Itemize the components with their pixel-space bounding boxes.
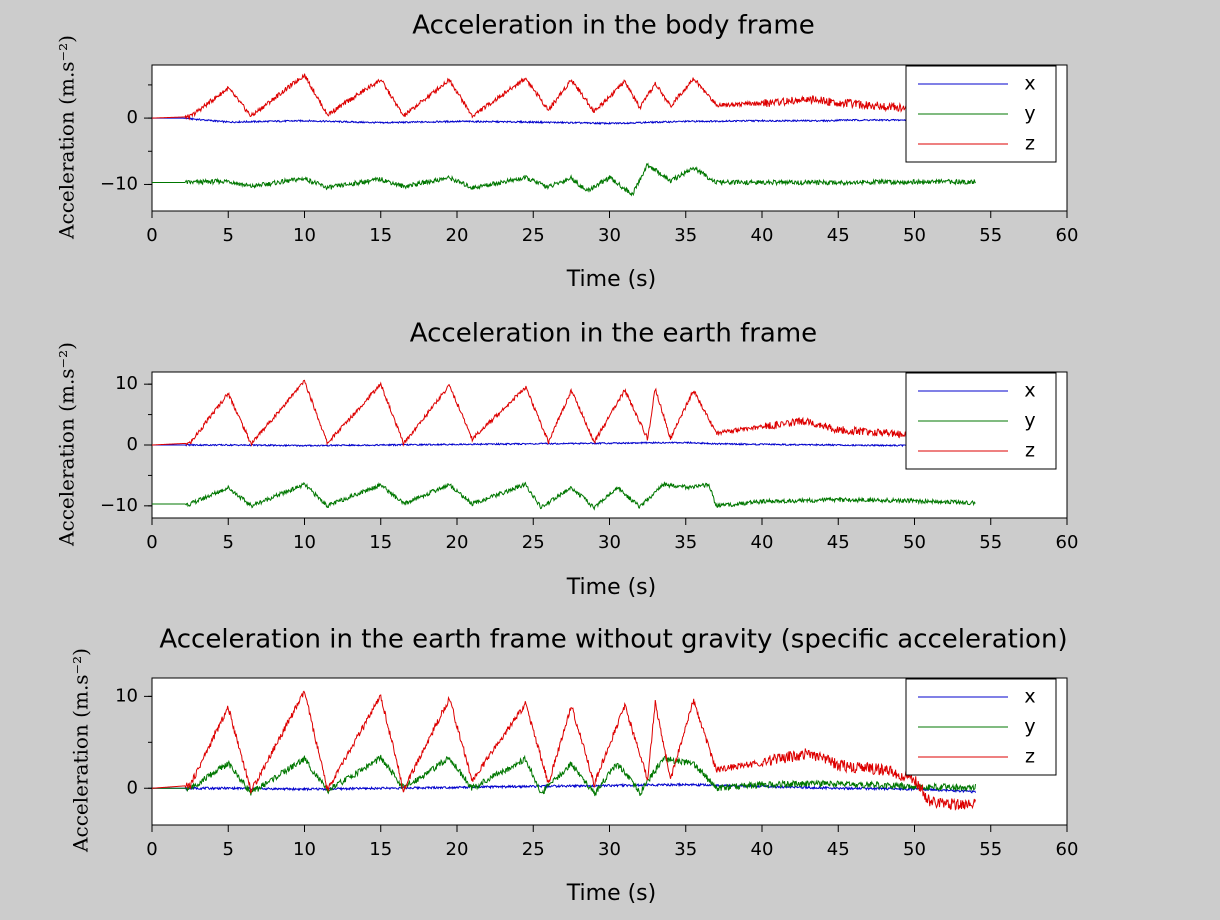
series-line-x [152, 116, 976, 126]
x-tick-label: 15 [369, 839, 392, 860]
x-tick-label: 45 [827, 839, 850, 860]
y-axis-label: Acceleration (m.s⁻²) [55, 342, 79, 547]
x-tick-label: 60 [1056, 532, 1079, 553]
legend-label-y: y [1024, 103, 1035, 125]
x-tick-label: 45 [827, 225, 850, 246]
y-tick-label: 0 [127, 777, 138, 798]
x-tick-label: 50 [903, 532, 926, 553]
y-tick-label: 0 [127, 107, 138, 128]
x-tick-label: 25 [522, 839, 545, 860]
chart-panel-3: Acceleration in the earth frame without … [69, 625, 1079, 907]
x-tick-label: 5 [223, 225, 234, 246]
chart-panel-2: Acceleration in the earth frame 0 5 10 15 20 2… [55, 319, 1079, 601]
x-tick-label: 20 [446, 839, 469, 860]
x-tick-label: 30 [598, 225, 621, 246]
x-tick-label: 40 [751, 839, 774, 860]
x-tick-label: 45 [827, 532, 850, 553]
series-line-y [152, 754, 976, 797]
x-tick-label: 5 [223, 532, 234, 553]
x-tick-label: 50 [903, 839, 926, 860]
x-tick-label: 25 [522, 532, 545, 553]
legend-label-x: x [1024, 73, 1035, 95]
y-tick-label: −10 [100, 173, 138, 194]
series-group [152, 690, 976, 811]
legend: xyz [905, 65, 1057, 163]
x-tick-label: 60 [1056, 839, 1079, 860]
series-line-y [152, 481, 976, 511]
x-axis-label: Time (s) [566, 575, 656, 600]
x-tick-label: 20 [446, 532, 469, 553]
x-tick-label: 50 [903, 225, 926, 246]
legend-label-x: x [1024, 686, 1035, 708]
x-tick-label: 35 [674, 225, 697, 246]
x-tick-label: 15 [369, 225, 392, 246]
x-tick-label: 0 [146, 839, 157, 860]
x-axis-label: Time (s) [566, 267, 656, 292]
x-tick-label: 10 [293, 532, 316, 553]
legend-label-z: z [1025, 746, 1035, 768]
x-tick-label: 55 [979, 225, 1002, 246]
y-tick-label: 10 [115, 685, 138, 706]
series-line-x [152, 782, 976, 794]
x-tick-label: 35 [674, 839, 697, 860]
x-tick-label: 30 [598, 532, 621, 553]
y-tick-label: −10 [100, 495, 138, 516]
x-tick-label: 35 [674, 532, 697, 553]
legend: xyz [905, 678, 1057, 776]
x-tick-label: 0 [146, 532, 157, 553]
x-axis-label: Time (s) [566, 881, 656, 906]
y-tick-label: 10 [115, 373, 138, 394]
x-tick-label: 10 [293, 839, 316, 860]
x-tick-label: 20 [446, 225, 469, 246]
series-line-y [152, 162, 976, 197]
legend-label-z: z [1025, 133, 1035, 155]
legend-label-y: y [1024, 410, 1035, 432]
chart-title: Acceleration in the body frame [412, 11, 814, 41]
x-tick-label: 55 [979, 532, 1002, 553]
x-tick-label: 0 [146, 225, 157, 246]
legend-label-z: z [1025, 440, 1035, 462]
series-group [152, 73, 976, 197]
legend-label-x: x [1024, 380, 1035, 402]
series-line-x [152, 441, 976, 448]
y-tick-label: 0 [127, 434, 138, 455]
legend: xyz [905, 372, 1057, 470]
x-tick-label: 60 [1056, 225, 1079, 246]
x-tick-label: 30 [598, 839, 621, 860]
x-tick-label: 40 [751, 532, 774, 553]
series-line-z [152, 690, 976, 811]
chart-title: Acceleration in the earth frame [410, 319, 817, 349]
x-tick-label: 5 [223, 839, 234, 860]
series-line-z [152, 379, 976, 447]
x-tick-label: 25 [522, 225, 545, 246]
y-axis-label: Acceleration (m.s⁻²) [69, 648, 93, 853]
chart-title: Acceleration in the earth frame without … [159, 625, 1067, 655]
x-tick-label: 55 [979, 839, 1002, 860]
y-axis-label: Acceleration (m.s⁻²) [55, 35, 79, 240]
x-tick-label: 10 [293, 225, 316, 246]
legend-label-y: y [1024, 716, 1035, 738]
x-tick-label: 15 [369, 532, 392, 553]
series-group [152, 379, 976, 511]
series-line-z [152, 73, 976, 121]
x-tick-label: 40 [751, 225, 774, 246]
chart-panel-1: Acceleration in the body frame 0 5 10 15 20 25… [55, 11, 1079, 293]
